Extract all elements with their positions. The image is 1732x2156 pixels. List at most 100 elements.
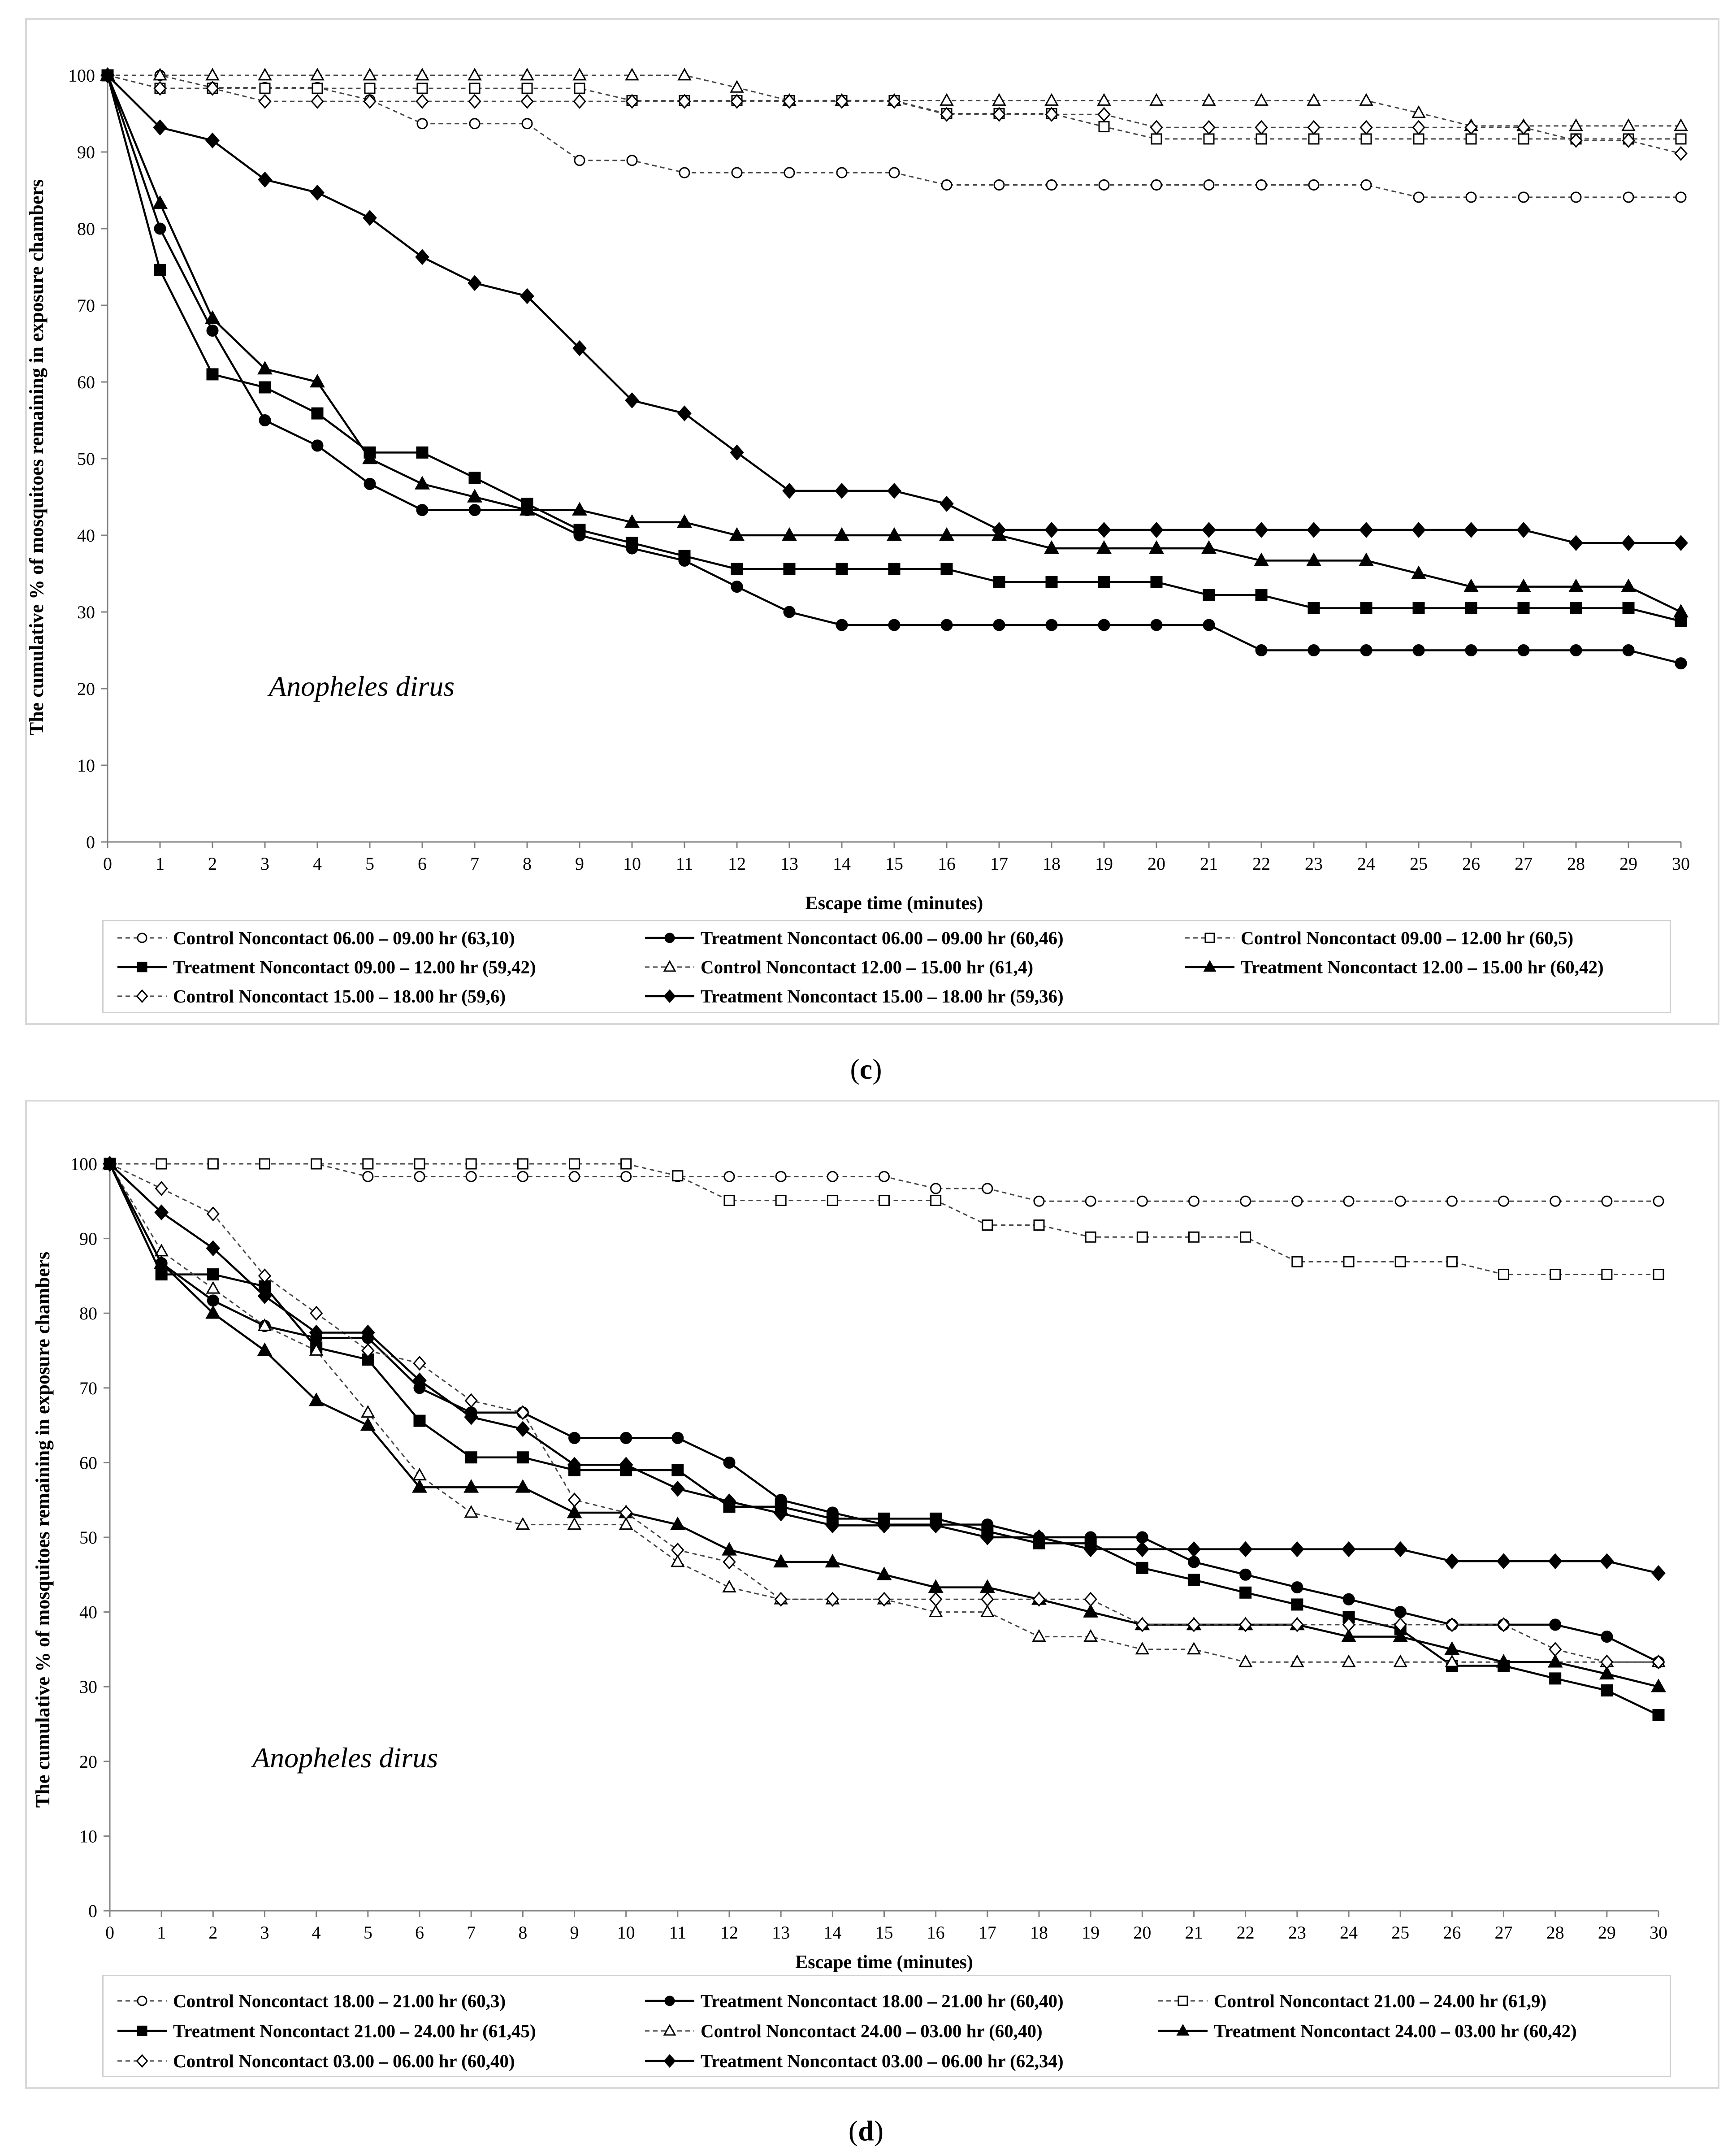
series-d-4 <box>104 1158 1665 1722</box>
legend-swatch <box>1158 2024 1208 2036</box>
data-point <box>573 94 586 109</box>
x-tick-label: 5 <box>364 1922 372 1943</box>
data-point <box>1255 644 1268 656</box>
legend-swatch <box>117 2026 167 2036</box>
data-point <box>928 1604 943 1617</box>
data-point <box>416 118 428 130</box>
data-point <box>1045 619 1058 631</box>
data-point <box>1412 522 1426 538</box>
data-point <box>1203 133 1215 145</box>
data-point <box>567 1517 582 1530</box>
data-point <box>1568 578 1584 592</box>
data-point <box>825 1553 840 1568</box>
y-tick-label: 30 <box>77 602 95 622</box>
data-point <box>1393 1654 1407 1667</box>
data-point <box>1254 93 1269 106</box>
data-point <box>155 1181 168 1196</box>
data-point <box>1308 179 1320 191</box>
legend-swatch <box>117 989 167 1003</box>
data-point <box>1150 576 1163 588</box>
data-point <box>671 1542 684 1557</box>
series-line <box>107 74 1681 154</box>
data-point <box>205 132 220 149</box>
legend-marker <box>663 2054 676 2068</box>
chart-panel-d <box>25 1100 1719 2089</box>
data-point <box>412 1479 427 1493</box>
data-point <box>1186 1541 1201 1557</box>
data-point <box>930 1195 942 1206</box>
data-point <box>1149 93 1164 106</box>
data-point <box>517 1158 528 1170</box>
data-point <box>569 1158 580 1170</box>
data-point <box>1239 1586 1252 1599</box>
legend-marker <box>664 1995 675 2006</box>
data-point <box>1203 619 1215 631</box>
data-point <box>574 82 585 94</box>
data-point <box>257 1288 272 1304</box>
legend-marker <box>137 2026 147 2036</box>
data-point <box>1342 1611 1355 1623</box>
x-tick-label: 17 <box>990 854 1008 874</box>
legend-item: Treatment Noncontact 12.00 – 15.00 hr (6… <box>1183 954 1604 980</box>
data-point <box>723 1554 736 1570</box>
data-point <box>1413 133 1425 145</box>
data-point <box>1651 1565 1666 1581</box>
data-point <box>626 537 638 549</box>
data-point <box>879 1195 890 1206</box>
data-point <box>620 1432 632 1444</box>
x-tick-label: 18 <box>1030 1922 1048 1943</box>
data-point <box>1045 576 1058 588</box>
data-point <box>1083 1541 1098 1557</box>
data-point <box>722 1579 736 1593</box>
data-point <box>1569 133 1583 148</box>
data-point <box>1098 121 1110 133</box>
data-point <box>1308 133 1320 145</box>
x-tick-label: 13 <box>772 1922 790 1943</box>
x-axis-title: Escape time (minutes) <box>805 893 983 914</box>
legend-item: Treatment Noncontact 21.00 – 24.00 hr (6… <box>116 2017 536 2044</box>
data-point <box>206 81 219 96</box>
data-point <box>782 527 797 541</box>
x-tick-label: 8 <box>518 1922 527 1943</box>
legend-label: Control Noncontact 12.00 – 15.00 hr (61,… <box>701 957 1034 977</box>
legend-label: Control Noncontact 18.00 – 21.00 hr (60,… <box>173 1991 506 2011</box>
data-point <box>1465 133 1477 145</box>
data-point <box>363 210 377 226</box>
legend-label: Treatment Noncontact 12.00 – 15.00 hr (6… <box>1241 957 1604 977</box>
series-d-6 <box>102 1155 1666 1692</box>
data-point <box>520 68 534 81</box>
x-tick-label: 23 <box>1305 854 1323 874</box>
legend-marker <box>663 989 676 1003</box>
data-point <box>1044 540 1059 554</box>
data-point <box>1360 179 1372 191</box>
legend-item: Treatment Noncontact 18.00 – 21.00 hr (6… <box>643 1987 1064 2014</box>
data-point <box>1394 1617 1407 1632</box>
data-point <box>836 563 848 575</box>
data-point <box>257 360 273 375</box>
x-tick-label: 26 <box>1443 1922 1461 1943</box>
x-tick-label: 9 <box>570 1922 579 1943</box>
data-point <box>888 563 901 575</box>
panel-label-c: (c) <box>850 1053 882 1085</box>
x-tick-label: 7 <box>467 1922 476 1943</box>
data-point <box>1149 522 1164 538</box>
data-point <box>520 94 534 109</box>
data-point <box>310 68 325 81</box>
data-point <box>1032 1592 1046 1607</box>
data-point <box>1044 93 1059 106</box>
data-point <box>624 514 640 528</box>
data-point <box>311 1158 322 1170</box>
data-point <box>206 368 219 381</box>
legend-marker <box>1178 1995 1188 2006</box>
data-point <box>877 1517 892 1534</box>
data-point <box>1254 552 1269 566</box>
data-point <box>1445 1553 1459 1570</box>
data-point <box>103 1156 117 1172</box>
data-point <box>1498 1269 1509 1280</box>
data-point <box>879 1171 890 1182</box>
y-tick-label: 90 <box>77 142 95 162</box>
x-tick-label: 0 <box>105 1922 114 1943</box>
data-point <box>1516 578 1531 592</box>
x-tick-label: 20 <box>1133 1922 1151 1943</box>
data-point <box>835 94 849 109</box>
